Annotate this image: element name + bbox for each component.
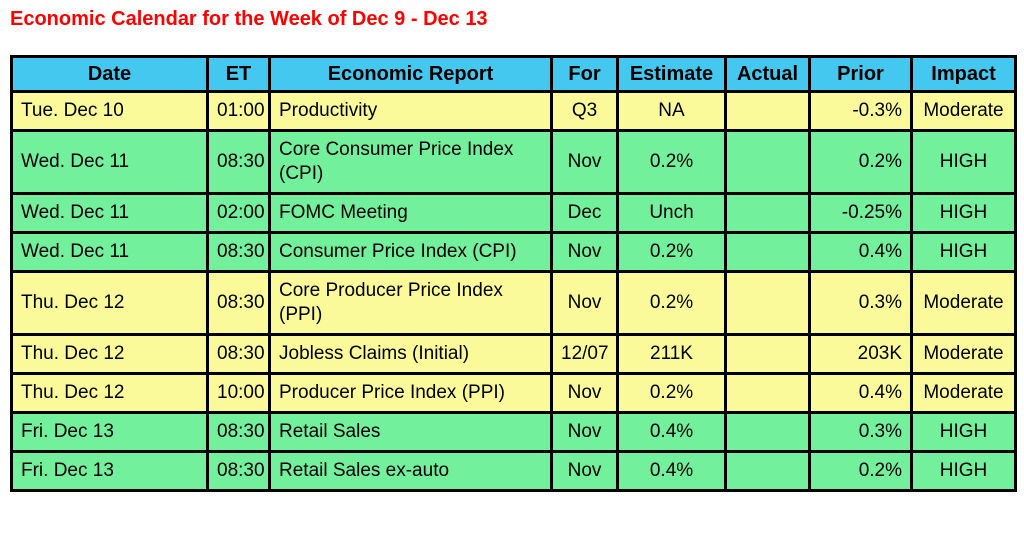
cell-for: Dec bbox=[550, 192, 619, 234]
column-header-date: Date bbox=[10, 55, 209, 93]
cell-date: Wed. Dec 11 bbox=[10, 231, 209, 273]
cell-report: Jobless Claims (Initial) bbox=[268, 333, 553, 375]
cell-impact: Moderate bbox=[910, 90, 1017, 132]
cell-actual bbox=[724, 90, 811, 132]
column-header-impact: Impact bbox=[910, 55, 1017, 93]
cell-estimate: 0.4% bbox=[616, 450, 727, 492]
cell-date: Fri. Dec 13 bbox=[10, 411, 209, 453]
cell-for: Nov bbox=[550, 231, 619, 273]
cell-date: Tue. Dec 10 bbox=[10, 90, 209, 132]
cell-et: 08:30 bbox=[206, 450, 271, 492]
cell-for: Nov bbox=[550, 129, 619, 195]
cell-report: Retail Sales bbox=[268, 411, 553, 453]
cell-et: 08:30 bbox=[206, 333, 271, 375]
cell-impact: HIGH bbox=[910, 192, 1017, 234]
cell-estimate: 0.2% bbox=[616, 372, 727, 414]
table-row: Wed. Dec 11 02:00 FOMC Meeting Dec Unch … bbox=[10, 192, 1017, 234]
cell-estimate: 0.4% bbox=[616, 411, 727, 453]
cell-date: Thu. Dec 12 bbox=[10, 270, 209, 336]
cell-for: 12/07 bbox=[550, 333, 619, 375]
cell-estimate: 211K bbox=[616, 333, 727, 375]
column-header-estimate: Estimate bbox=[616, 55, 727, 93]
cell-date: Thu. Dec 12 bbox=[10, 333, 209, 375]
cell-impact: Moderate bbox=[910, 372, 1017, 414]
cell-impact: HIGH bbox=[910, 231, 1017, 273]
table-row: Wed. Dec 11 08:30 Consumer Price Index (… bbox=[10, 231, 1017, 273]
cell-report: Consumer Price Index (CPI) bbox=[268, 231, 553, 273]
table-header-row: Date ET Economic Report For Estimate Act… bbox=[10, 55, 1017, 93]
cell-impact: HIGH bbox=[910, 129, 1017, 195]
cell-date: Thu. Dec 12 bbox=[10, 372, 209, 414]
cell-report: Productivity bbox=[268, 90, 553, 132]
cell-estimate: 0.2% bbox=[616, 231, 727, 273]
cell-prior: 0.4% bbox=[808, 372, 913, 414]
cell-impact: HIGH bbox=[910, 450, 1017, 492]
cell-et: 08:30 bbox=[206, 129, 271, 195]
table-row: Thu. Dec 12 08:30 Jobless Claims (Initia… bbox=[10, 333, 1017, 375]
column-header-et: ET bbox=[206, 55, 271, 93]
cell-actual bbox=[724, 231, 811, 273]
page-title: Economic Calendar for the Week of Dec 9 … bbox=[10, 8, 488, 30]
cell-impact: Moderate bbox=[910, 270, 1017, 336]
cell-et: 01:00 bbox=[206, 90, 271, 132]
table-row: Fri. Dec 13 08:30 Retail Sales ex-auto N… bbox=[10, 450, 1017, 492]
cell-prior: 0.2% bbox=[808, 450, 913, 492]
cell-estimate: 0.2% bbox=[616, 270, 727, 336]
cell-for: Nov bbox=[550, 270, 619, 336]
cell-estimate: Unch bbox=[616, 192, 727, 234]
table-row: Thu. Dec 12 08:30 Core Producer Price In… bbox=[10, 270, 1017, 336]
cell-report: Core Producer Price Index (PPI) bbox=[268, 270, 553, 336]
cell-actual bbox=[724, 270, 811, 336]
column-header-prior: Prior bbox=[808, 55, 913, 93]
cell-report: Retail Sales ex-auto bbox=[268, 450, 553, 492]
cell-estimate: NA bbox=[616, 90, 727, 132]
cell-impact: HIGH bbox=[910, 411, 1017, 453]
cell-prior: 0.2% bbox=[808, 129, 913, 195]
cell-actual bbox=[724, 333, 811, 375]
cell-et: 10:00 bbox=[206, 372, 271, 414]
cell-et: 02:00 bbox=[206, 192, 271, 234]
cell-prior: -0.25% bbox=[808, 192, 913, 234]
calendar-table-body: Tue. Dec 10 01:00 Productivity Q3 NA -0.… bbox=[10, 90, 1017, 492]
cell-for: Nov bbox=[550, 411, 619, 453]
cell-report: Producer Price Index (PPI) bbox=[268, 372, 553, 414]
cell-for: Q3 bbox=[550, 90, 619, 132]
cell-report: Core Consumer Price Index (CPI) bbox=[268, 129, 553, 195]
cell-date: Wed. Dec 11 bbox=[10, 129, 209, 195]
cell-actual bbox=[724, 129, 811, 195]
economic-calendar-table: Date ET Economic Report For Estimate Act… bbox=[10, 55, 1017, 492]
cell-et: 08:30 bbox=[206, 231, 271, 273]
cell-impact: Moderate bbox=[910, 333, 1017, 375]
cell-date: Wed. Dec 11 bbox=[10, 192, 209, 234]
cell-date: Fri. Dec 13 bbox=[10, 450, 209, 492]
cell-for: Nov bbox=[550, 450, 619, 492]
cell-prior: 0.3% bbox=[808, 270, 913, 336]
table-row: Thu. Dec 12 10:00 Producer Price Index (… bbox=[10, 372, 1017, 414]
cell-et: 08:30 bbox=[206, 270, 271, 336]
cell-actual bbox=[724, 411, 811, 453]
table-row: Fri. Dec 13 08:30 Retail Sales Nov 0.4% … bbox=[10, 411, 1017, 453]
cell-prior: -0.3% bbox=[808, 90, 913, 132]
cell-actual bbox=[724, 372, 811, 414]
cell-prior: 203K bbox=[808, 333, 913, 375]
cell-report: FOMC Meeting bbox=[268, 192, 553, 234]
cell-et: 08:30 bbox=[206, 411, 271, 453]
column-header-for: For bbox=[550, 55, 619, 93]
cell-prior: 0.3% bbox=[808, 411, 913, 453]
table-row: Wed. Dec 11 08:30 Core Consumer Price In… bbox=[10, 129, 1017, 195]
column-header-actual: Actual bbox=[724, 55, 811, 93]
cell-prior: 0.4% bbox=[808, 231, 913, 273]
column-header-report: Economic Report bbox=[268, 55, 553, 93]
cell-for: Nov bbox=[550, 372, 619, 414]
cell-actual bbox=[724, 450, 811, 492]
cell-actual bbox=[724, 192, 811, 234]
table-row: Tue. Dec 10 01:00 Productivity Q3 NA -0.… bbox=[10, 90, 1017, 132]
cell-estimate: 0.2% bbox=[616, 129, 727, 195]
